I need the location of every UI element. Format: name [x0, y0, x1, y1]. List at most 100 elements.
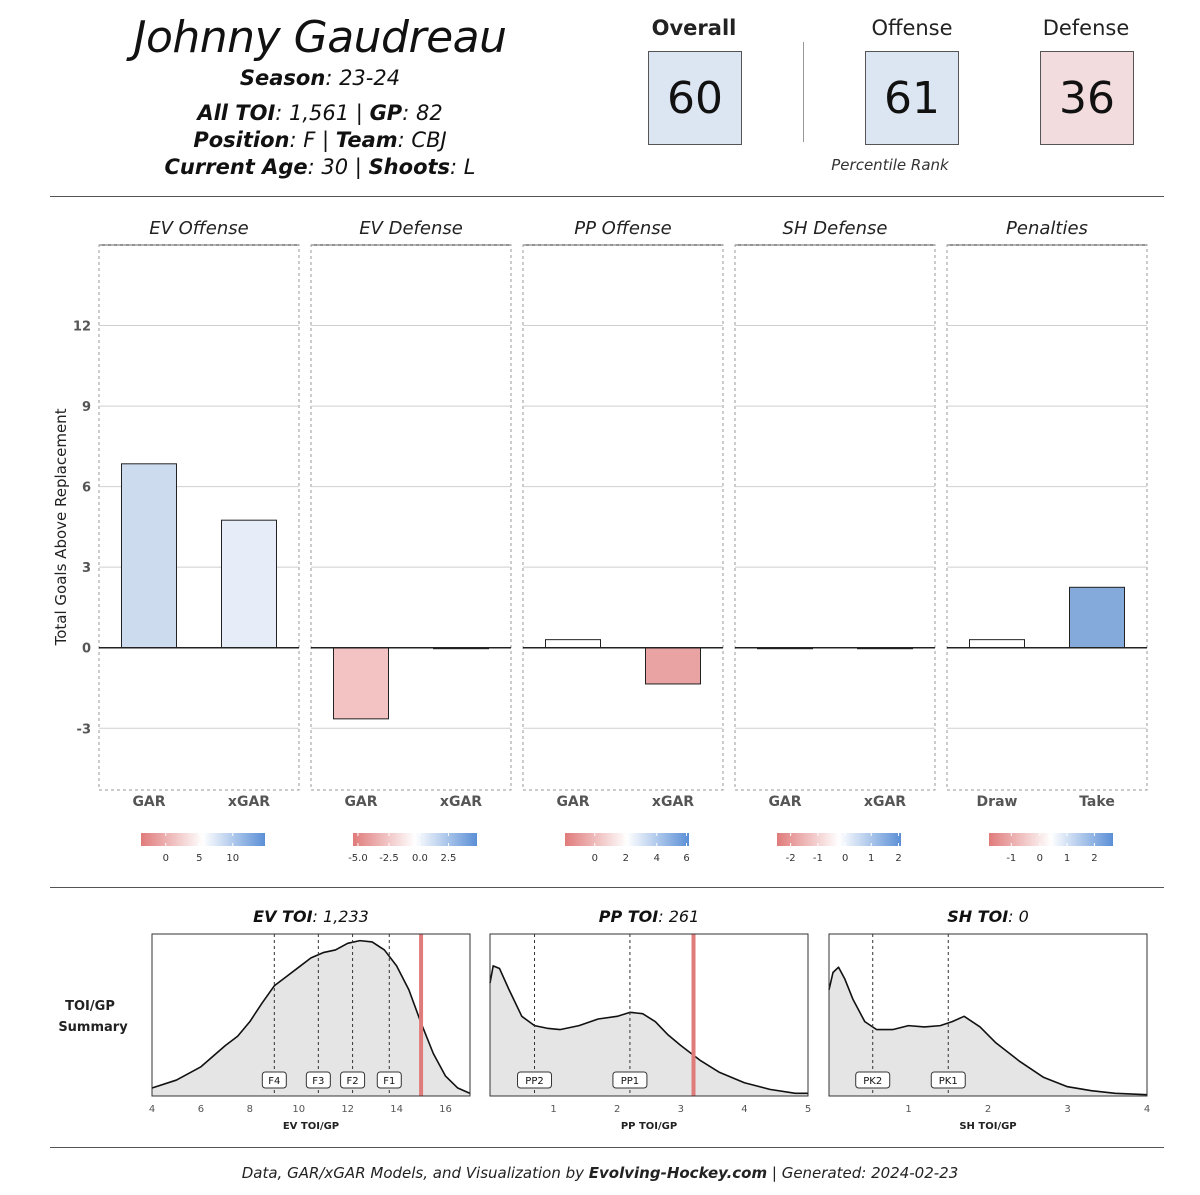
- bar-xgar: [221, 519, 277, 649]
- role-label-box: [340, 1071, 366, 1089]
- y-tick-label: 9: [82, 400, 91, 415]
- legend-tick-label: -1: [1006, 853, 1016, 864]
- defense-label: Defense: [1042, 16, 1130, 40]
- x-tick-label: xGAR: [228, 794, 270, 810]
- role-label: PK1: [939, 1076, 958, 1087]
- x-tick-label: 14: [390, 1104, 403, 1115]
- density-area: [829, 967, 1147, 1096]
- role-label-box: [612, 1071, 648, 1089]
- legend-tick-label: -2.5: [379, 853, 399, 864]
- role-label: PK2: [863, 1076, 882, 1087]
- legend-tick-label: 0: [592, 853, 598, 864]
- panel-ev-defense: EV Defense GAR xGAR -5.0 -2.5 0.0 2.5: [310, 218, 512, 864]
- panel-title: SH Defense: [783, 218, 888, 239]
- age-shoots-line: Current Age: 30 | Shoots: L: [100, 155, 540, 179]
- role-label-box: [261, 1071, 287, 1089]
- color-legend-bar: [777, 833, 901, 846]
- legend-tick-label: 4: [654, 853, 660, 864]
- toi-panel-frame: [151, 933, 471, 1097]
- row-label-line1: TOI/GP: [65, 999, 115, 1014]
- legend-tick-label: -1: [813, 853, 823, 864]
- x-tick-label: xGAR: [652, 794, 694, 810]
- legend-tick-label: 2: [1091, 853, 1097, 864]
- season-value: : 23-24: [325, 66, 401, 90]
- season-line: Season: 23-24: [100, 66, 540, 90]
- x-tick-label: Draw: [977, 794, 1018, 810]
- x-tick-label: 16: [439, 1104, 452, 1115]
- panel-title: Penalties: [1006, 218, 1088, 239]
- color-legend-bar: [141, 833, 265, 846]
- legend-tick-label: 10: [226, 853, 239, 864]
- legend-tick-label: 5: [196, 853, 202, 864]
- x-tick-label: Take: [1079, 794, 1115, 810]
- role-label-box: [930, 1071, 966, 1089]
- panel-border: [734, 244, 936, 791]
- x-tick-label: xGAR: [864, 794, 906, 810]
- panel-border: [522, 244, 724, 791]
- toi-panel-1: EV TOI: 1,233 F4 F3 F2 F1 4 6 8 10 12 14 16 EV TOI/G…: [149, 907, 471, 1132]
- role-label-box: [517, 1071, 553, 1089]
- panel-penalties: Penalties Draw Take -1 0 1 2: [946, 218, 1148, 864]
- bar-draw: [969, 639, 1025, 649]
- x-tick-label: 4: [741, 1104, 747, 1115]
- footer-suffix: | Generated: 2024-02-23: [767, 1164, 959, 1182]
- y-tick-label: 12: [73, 320, 91, 335]
- toi-panel-3: SH TOI: 0 PK2 PK1 1 2 3 4 SH TOI/GP: [828, 907, 1150, 1132]
- legend-tick-label: 0.0: [412, 853, 428, 864]
- defense-score-box: 36: [1040, 51, 1134, 145]
- toi-panel-2: PP TOI: 261 PP2 PP1 1 2 3 4 5 PP TOI/GP: [489, 907, 811, 1132]
- gar-bar-chart: Total Goals Above Replacement-3036912EV …: [52, 218, 1148, 864]
- role-label: F4: [268, 1076, 280, 1087]
- team-label: Team: [335, 128, 398, 152]
- x-tick-label: 4: [149, 1104, 155, 1115]
- footer-prefix: Data, GAR/xGAR Models, and Visualization…: [241, 1164, 589, 1182]
- x-tick-label: 8: [247, 1104, 253, 1115]
- panel-ev-offense: EV Offense GAR xGAR 0 5 10: [98, 218, 300, 864]
- toi-value: : 1,561 |: [275, 101, 370, 125]
- density-line: [828, 966, 1148, 1096]
- legend-tick-label: -5.0: [348, 853, 368, 864]
- role-label: F2: [347, 1076, 359, 1087]
- role-label: F1: [383, 1076, 395, 1087]
- shoots-label: Shoots: [368, 155, 451, 179]
- y-tick-label: -3: [77, 722, 91, 737]
- toi-panel-frame: [489, 933, 809, 1097]
- legend-tick-label: 1: [868, 853, 874, 864]
- toi-x-axis-label: SH TOI/GP: [959, 1121, 1016, 1132]
- legend-tick-label: 0: [842, 853, 848, 864]
- role-label-box: [305, 1071, 331, 1089]
- toi-panel-frame: [828, 933, 1148, 1097]
- toi-x-axis-label: PP TOI/GP: [621, 1121, 677, 1132]
- role-label: F3: [312, 1076, 324, 1087]
- legend-tick-label: 0: [1037, 853, 1043, 864]
- role-label-box: [376, 1071, 402, 1089]
- role-label: PP1: [621, 1076, 639, 1087]
- role-label-box: [855, 1071, 891, 1089]
- team-value: : CBJ: [397, 128, 447, 152]
- panel-border: [946, 244, 1148, 791]
- x-tick-label: GAR: [132, 794, 165, 810]
- density-area: [490, 965, 808, 1096]
- toi-panel-title: PP TOI: 261: [599, 907, 700, 926]
- gp-value: : 82: [402, 101, 443, 125]
- bar-take: [1069, 586, 1125, 649]
- header-divider: [50, 196, 1164, 197]
- score-divider: [803, 42, 804, 142]
- age-label: Current Age: [164, 155, 308, 179]
- position-team-line: Position: F | Team: CBJ: [100, 128, 540, 152]
- overall-label: Overall: [651, 16, 737, 40]
- x-tick-label: 1: [550, 1104, 556, 1115]
- offense-label: Offense: [871, 16, 953, 40]
- row-label-line2: Summary: [58, 1020, 128, 1035]
- position-label: Position: [193, 128, 290, 152]
- toi-gp-line: All TOI: 1,561 | GP: 82: [100, 101, 540, 125]
- overall-score-box: 60: [648, 51, 742, 145]
- density-line: [151, 939, 471, 1095]
- panel-sh-defense: SH Defense GAR xGAR -2 -1 0 1 2: [734, 218, 936, 864]
- toi-density-chart: TOI/GP Summary EV TOI: 1,233 F4 F3 F2 F1 4 6 8 10 1…: [58, 907, 1150, 1132]
- x-tick-label: 5: [805, 1104, 811, 1115]
- x-tick-label: 10: [292, 1104, 305, 1115]
- x-tick-label: 3: [1064, 1104, 1070, 1115]
- x-tick-label: 6: [198, 1104, 204, 1115]
- age-value: : 30 |: [307, 155, 369, 179]
